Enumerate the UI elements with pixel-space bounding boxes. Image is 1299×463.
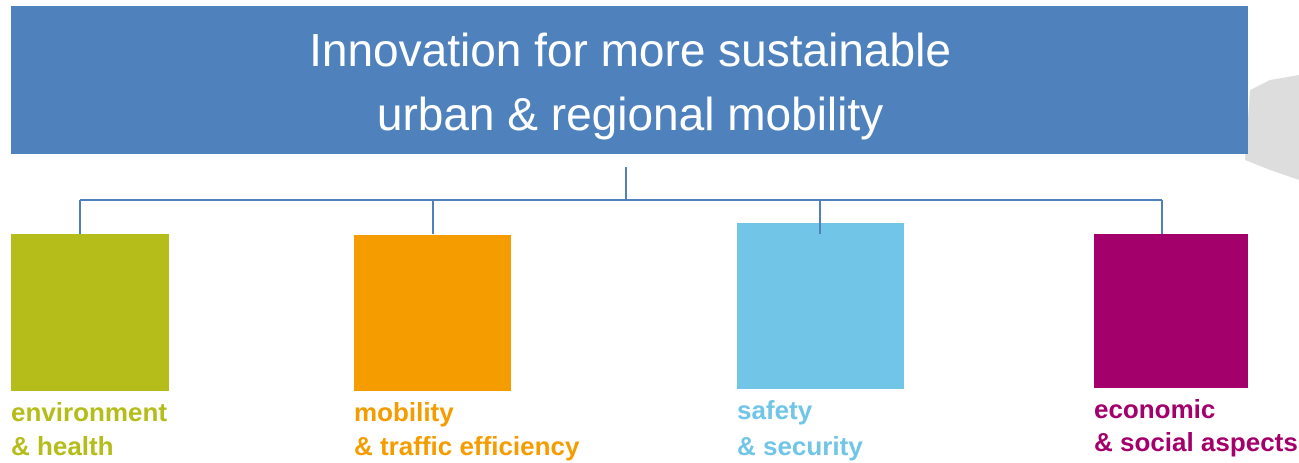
node-box <box>1094 234 1248 388</box>
map-fragment <box>1245 75 1299 180</box>
connectors <box>79 167 1163 234</box>
header-box <box>11 6 1248 154</box>
node-label: environment <box>11 397 167 427</box>
node-label: & traffic efficiency <box>354 431 580 461</box>
node-label: & health <box>11 431 114 461</box>
node-box <box>354 235 511 391</box>
node-box <box>737 223 904 389</box>
node-label: mobility <box>354 397 454 427</box>
node-box <box>11 234 169 391</box>
node-label: & social aspects <box>1094 427 1298 457</box>
header-title: Innovation for more sustainable <box>309 24 951 76</box>
header-title: urban & regional mobility <box>377 88 883 140</box>
node-label: & security <box>737 431 863 461</box>
node-label: economic <box>1094 394 1215 424</box>
node-label: safety <box>737 395 813 425</box>
